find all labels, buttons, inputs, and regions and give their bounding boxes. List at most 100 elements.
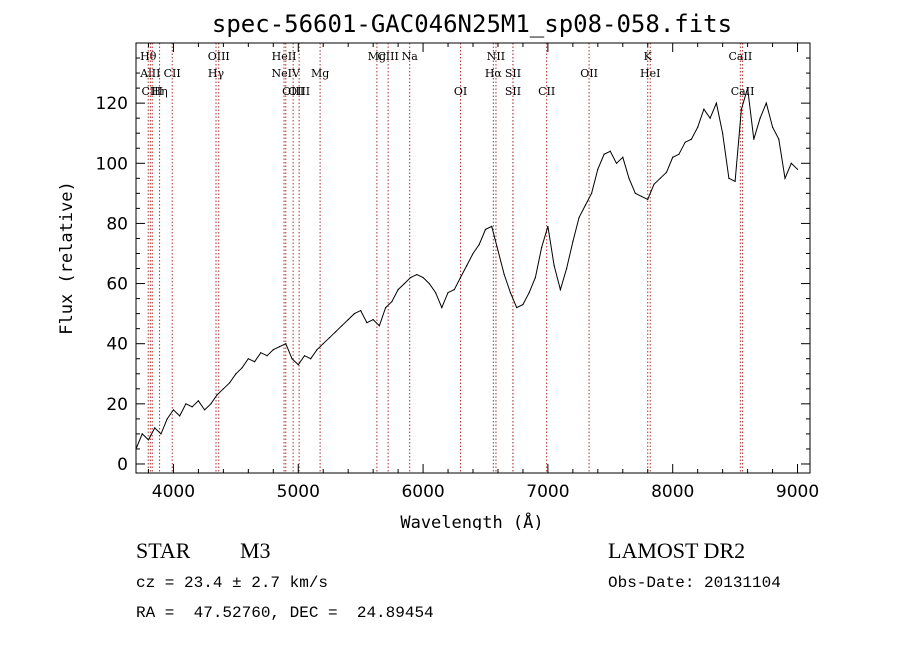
- spectrum-point: [478, 243, 480, 246]
- spectrum-point: [459, 276, 462, 279]
- spectrum-point: [229, 382, 231, 384]
- spectrum-point: [285, 343, 287, 345]
- y-tick-label: 80: [106, 214, 128, 234]
- spectrum-point: [553, 264, 555, 267]
- spectrum-point: [722, 132, 724, 134]
- spectral-line-label: CIII: [377, 50, 398, 63]
- spectral-line-label: CII: [538, 85, 555, 98]
- spectrum-point: [547, 225, 549, 228]
- spectrum-point: [566, 267, 568, 270]
- spectrum-point: [597, 168, 599, 170]
- spectrum-point: [541, 246, 543, 249]
- spectrum-point: [640, 195, 643, 197]
- spectrum-point: [166, 418, 168, 420]
- spectrum-point: [516, 307, 518, 309]
- spectral-line-label: SII: [505, 67, 521, 80]
- spectrum-point: [447, 291, 449, 294]
- spectrum-point: [216, 394, 218, 396]
- spectral-line-label: Hα: [485, 67, 503, 80]
- spectrum-point: [509, 291, 512, 294]
- spectrum-point: [622, 156, 624, 158]
- spectrum-point: [715, 102, 717, 104]
- spectrum-point: [403, 282, 405, 285]
- spectrum-point: [628, 177, 630, 179]
- survey-name: LAMOST DR2: [608, 538, 746, 563]
- x-tick-label: 5000: [277, 482, 320, 502]
- spectrum-point: [703, 108, 705, 110]
- spectral-line-label: OIII: [288, 85, 310, 98]
- spectral-line-label: OI: [454, 85, 467, 98]
- spectrum-point: [434, 291, 437, 294]
- y-axis: 0 20 40 60 80 100 120: [96, 57, 810, 475]
- x-tick-label: 6000: [401, 482, 444, 502]
- spectrum-point: [765, 102, 767, 104]
- spectrum-point: [409, 276, 412, 279]
- y-tick-label: 0: [117, 455, 128, 475]
- spectral-line-label: CaII: [731, 85, 755, 98]
- spectrum-point: [385, 307, 387, 309]
- spectrum-point: [241, 367, 243, 369]
- spectrum-point: [491, 225, 493, 228]
- spectrum-point: [372, 319, 374, 321]
- object-class: STAR: [136, 538, 191, 563]
- spectral-line-label: K: [644, 50, 653, 63]
- spectral-line-label: CIII: [141, 85, 162, 98]
- spectrum-point: [746, 87, 749, 89]
- spectrum-point: [778, 138, 780, 140]
- x-tick-label: 4000: [152, 482, 195, 502]
- spectral-line-label: Hγ: [208, 67, 225, 80]
- spectrum-point: [191, 406, 193, 408]
- plot-frame: [135, 42, 811, 474]
- spectral-line-label: NII: [487, 50, 505, 63]
- spectrum-point: [659, 177, 661, 179]
- x-axis-label: Wavelength (Å): [400, 511, 543, 530]
- spectrum-point: [422, 276, 424, 279]
- spectrum-point: [154, 427, 156, 429]
- spectrum-point: [697, 126, 699, 128]
- spectrum-point: [728, 177, 730, 179]
- spectrum-point: [322, 343, 324, 345]
- y-tick-label: 100: [96, 154, 128, 174]
- spectrum-point: [796, 168, 799, 170]
- spectrum-point: [784, 177, 786, 179]
- spectrum-point: [222, 388, 224, 390]
- spectrum-point: [397, 288, 399, 291]
- spectrum-point: [528, 291, 530, 294]
- spectrum-point: [653, 183, 655, 185]
- spectral-line-label: OIII: [282, 85, 304, 98]
- spectrum-point: [534, 276, 537, 279]
- spectrum-point: [578, 216, 580, 219]
- y-tick-label: 20: [106, 395, 128, 415]
- spectral-line-label: Na: [402, 50, 419, 63]
- spectrum-point: [466, 264, 468, 267]
- spectrum-point: [179, 415, 181, 417]
- spectrum-point: [347, 319, 349, 321]
- spectrum-point: [197, 400, 200, 402]
- spectrum-point: [297, 364, 299, 366]
- sky-coordinates: RA = 47.52760, DEC = 24.89454: [136, 604, 434, 622]
- spectrum-point: [672, 156, 674, 158]
- spectrum-point: [790, 162, 792, 164]
- x-tick-label: 8000: [651, 482, 694, 502]
- x-tick-label: 7000: [526, 482, 569, 502]
- chart-title: spec-56601-GAC046N25M1_sp08-058.fits: [212, 10, 732, 38]
- spectrum-point: [441, 307, 443, 309]
- spectral-line-label: NeIV: [272, 67, 301, 80]
- spectrum-point: [484, 228, 487, 231]
- spectrum-point: [584, 204, 586, 206]
- spectrum-point: [266, 355, 268, 357]
- spectral-line-markers: HθAlIICIIIHηCIIOIIIHγHeIINeIVOIIIOIIIMgM…: [139, 43, 754, 473]
- spectral-line-label: AlII: [139, 67, 160, 80]
- spectral-line-label: Mg: [368, 50, 386, 63]
- x-tick-label: 9000: [776, 482, 819, 502]
- spectral-line-label: HeI: [640, 67, 660, 80]
- spectrum-point: [684, 141, 686, 143]
- y-tick-label: 60: [106, 275, 128, 295]
- spectrum-point: [391, 301, 393, 303]
- spectral-line-label: CaII: [729, 50, 753, 63]
- spectral-line-label: Hη: [151, 85, 167, 98]
- spectrum-point: [428, 282, 430, 285]
- spectrum-point: [503, 273, 505, 276]
- spectrum-point: [734, 180, 736, 182]
- spectral-line-label: Mg: [311, 67, 329, 80]
